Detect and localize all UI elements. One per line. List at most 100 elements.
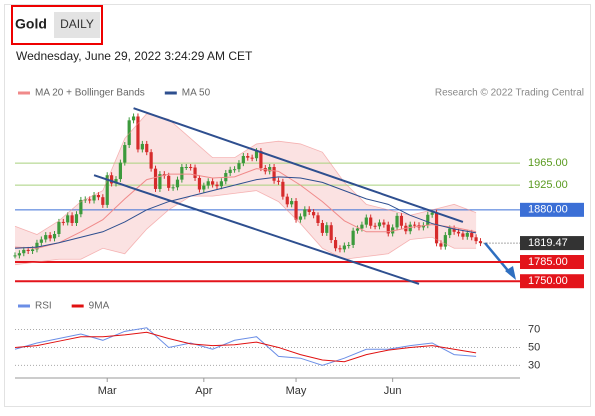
- candle: [456, 231, 461, 234]
- x-tick-label: Mar: [98, 385, 117, 397]
- candle: [228, 169, 232, 174]
- x-tick-label: May: [286, 385, 307, 397]
- candle: [184, 166, 188, 168]
- level-label: 1750.00: [528, 275, 568, 287]
- candle: [399, 215, 404, 226]
- candle: [320, 223, 324, 233]
- candle: [131, 116, 136, 121]
- candle: [478, 241, 483, 244]
- candle: [474, 237, 478, 242]
- candle: [452, 228, 456, 232]
- candle: [413, 224, 417, 226]
- candle: [408, 224, 412, 232]
- candle: [369, 217, 373, 226]
- candle: [448, 228, 452, 236]
- candle: [74, 214, 79, 224]
- candle: [30, 249, 35, 252]
- level-box: [520, 254, 584, 269]
- candle: [338, 248, 342, 250]
- candle: [48, 235, 52, 239]
- candle: [17, 253, 21, 256]
- candle: [241, 156, 245, 164]
- ma20-line: [14, 168, 477, 249]
- candle: [140, 143, 144, 150]
- candle: [237, 163, 241, 170]
- period-button[interactable]: [54, 12, 100, 38]
- candle: [303, 209, 307, 217]
- candle: [465, 232, 469, 237]
- candle: [333, 240, 338, 249]
- candle: [347, 244, 351, 246]
- candle: [70, 215, 74, 224]
- candle: [215, 184, 219, 187]
- candle: [158, 174, 162, 189]
- candle: [316, 215, 320, 224]
- timestamp: Wednesday, June 29, 2022 3:24:29 AM CET: [16, 49, 253, 63]
- candle: [57, 221, 61, 234]
- candle: [189, 166, 193, 168]
- last-price-label: 1819.47: [528, 237, 568, 249]
- x-tick-label: Jun: [384, 385, 402, 397]
- legend-label: RSI: [35, 301, 52, 312]
- candle: [254, 151, 259, 159]
- last-price-box: [520, 236, 584, 251]
- indicator-line: [14, 331, 477, 363]
- candle: [123, 145, 127, 163]
- level-label: 1925.00: [528, 179, 568, 191]
- candle: [202, 185, 206, 190]
- candle: [290, 201, 294, 205]
- candle: [79, 199, 83, 215]
- y-tick-label: 50: [528, 341, 540, 353]
- candle: [364, 217, 368, 225]
- candle: [461, 233, 465, 237]
- x-tick-label: Apr: [195, 385, 212, 397]
- level-label: 1880.00: [528, 204, 568, 216]
- candle: [470, 232, 474, 238]
- trendline: [93, 174, 420, 285]
- bb-upper: [14, 113, 477, 235]
- candle: [110, 175, 114, 184]
- candle: [13, 255, 17, 257]
- period[interactable]: DAILY: [60, 17, 94, 31]
- highlight-box: [11, 5, 103, 45]
- candle: [434, 212, 439, 244]
- level-label: 1785.00: [528, 256, 568, 268]
- candle: [180, 166, 184, 180]
- level-box: [520, 274, 584, 289]
- arrow-head: [505, 266, 516, 280]
- trendline: [133, 107, 464, 223]
- level-box: [520, 202, 584, 217]
- candle: [246, 156, 250, 158]
- candle: [325, 225, 329, 233]
- candle: [373, 225, 377, 227]
- credit: Research © 2022 Trading Central: [435, 88, 584, 99]
- candle: [395, 215, 399, 228]
- candle: [66, 215, 70, 223]
- candle: [259, 151, 263, 169]
- candle: [197, 177, 202, 190]
- candle: [276, 180, 281, 182]
- candle: [26, 249, 30, 252]
- candle: [430, 212, 434, 215]
- candle: [272, 166, 276, 181]
- candle: [114, 179, 118, 184]
- candle: [360, 224, 364, 229]
- y-tick-label: 70: [528, 323, 540, 335]
- candle: [426, 214, 430, 226]
- candle: [294, 201, 298, 220]
- candle: [285, 196, 289, 205]
- candle: [105, 175, 109, 205]
- candle: [312, 212, 316, 216]
- candle: [92, 195, 96, 201]
- candle: [211, 181, 215, 185]
- candle: [175, 179, 180, 188]
- legend-label: MA 50: [182, 88, 211, 99]
- candle: [355, 228, 360, 231]
- candle: [153, 168, 158, 189]
- candle: [101, 197, 105, 205]
- candle: [281, 181, 285, 197]
- candle: [35, 242, 39, 250]
- candle: [145, 143, 149, 153]
